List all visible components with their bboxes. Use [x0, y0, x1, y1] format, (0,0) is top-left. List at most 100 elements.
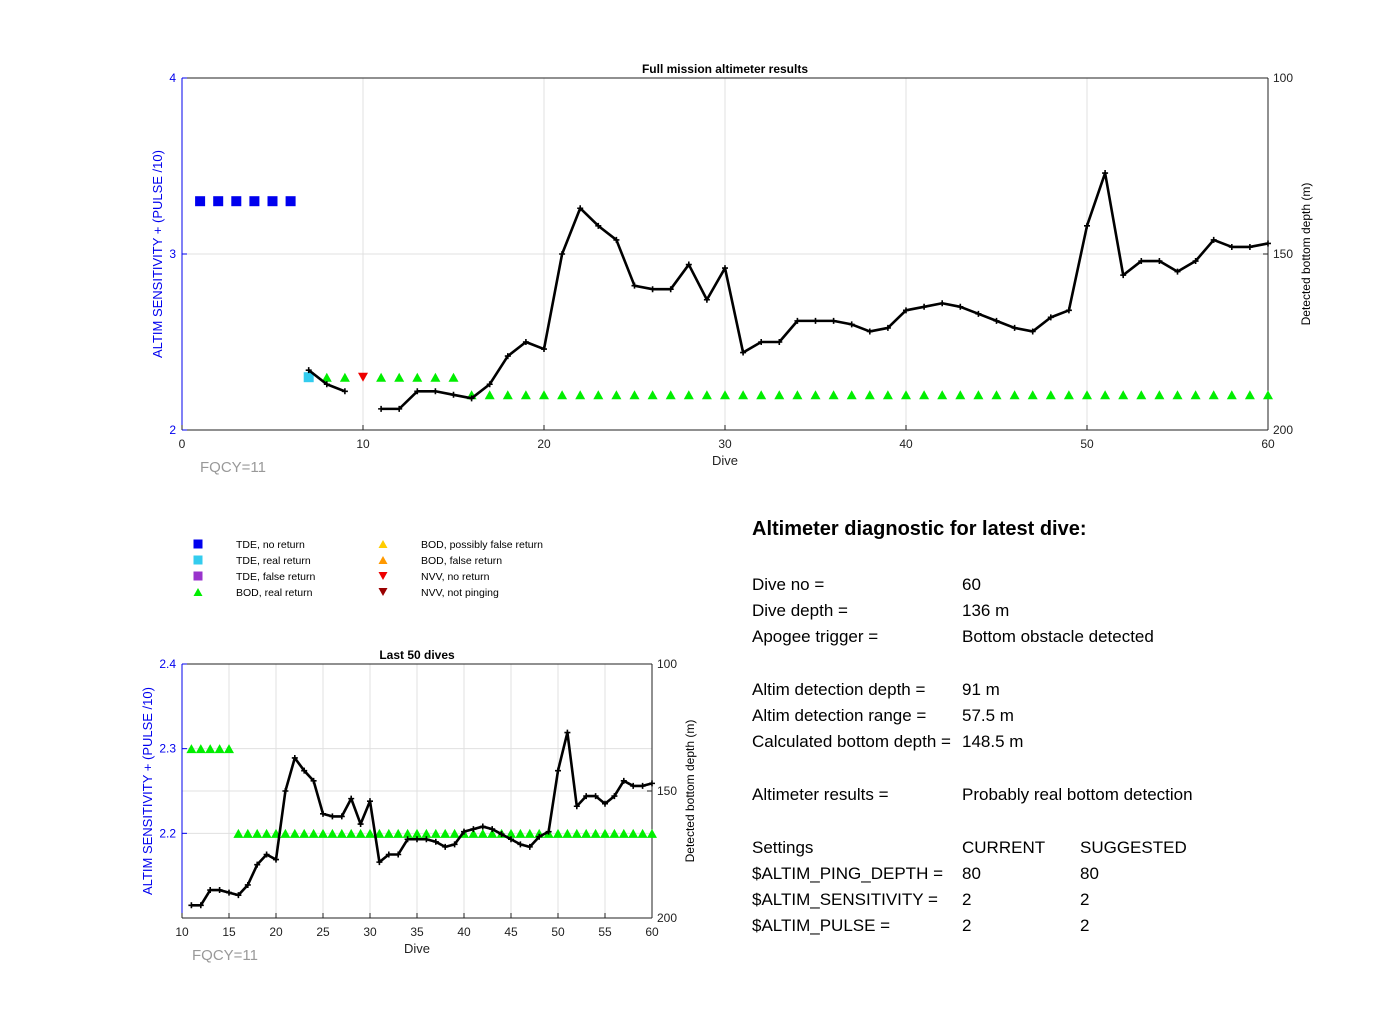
setting-suggested: 80	[1080, 864, 1099, 883]
triangle-up-marker	[562, 828, 573, 838]
x-tick-label: 50	[551, 925, 565, 939]
y-right-tick-label: 150	[1273, 247, 1293, 261]
triangle-up-marker	[502, 390, 513, 400]
square-marker	[249, 196, 260, 207]
legend-label: BOD, false return	[421, 555, 502, 567]
y-right-tick-label: 100	[657, 657, 677, 671]
triangle-up-marker	[1063, 390, 1074, 400]
plus-marker	[376, 859, 383, 866]
legend-label: TDE, false return	[236, 571, 316, 583]
triangle-up-marker	[738, 390, 749, 400]
plus-marker	[848, 321, 855, 328]
y-left-tick-label: 2.4	[159, 657, 176, 671]
triangle-up-marker	[421, 828, 432, 838]
square-marker	[193, 571, 203, 581]
triangle-up-marker	[261, 828, 272, 838]
triangle-up-marker	[600, 828, 610, 838]
triangle-down-marker	[378, 571, 388, 581]
square-marker	[193, 555, 203, 565]
triangle-up-marker	[524, 828, 535, 838]
series-bod-real-return	[321, 372, 1273, 400]
detection-depth-label: Altim detection depth =	[752, 680, 926, 699]
plus-marker	[740, 349, 747, 356]
plus-marker	[592, 793, 599, 800]
y-right-tick-label: 100	[1273, 71, 1293, 85]
legend-label: TDE, no return	[236, 539, 305, 551]
plus-marker	[323, 381, 330, 388]
y-left-tick-label: 3	[169, 247, 176, 261]
plus-marker	[975, 310, 982, 317]
plus-marker	[188, 902, 195, 909]
dive-depth-label: Dive depth =	[752, 601, 848, 620]
y-left-tick-label: 2.2	[159, 826, 176, 840]
plus-marker	[329, 813, 336, 820]
triangle-up-marker	[224, 744, 234, 754]
triangle-up-marker	[575, 390, 586, 400]
plus-marker	[378, 405, 385, 412]
triangle-up-marker	[1082, 390, 1092, 400]
plus-marker	[508, 836, 514, 843]
plus-marker	[367, 798, 373, 805]
plus-marker	[348, 795, 355, 802]
x-axis-label: Dive	[404, 941, 430, 956]
triangle-up-marker	[205, 744, 216, 754]
plus-marker	[649, 780, 655, 787]
triangle-up-marker	[553, 828, 563, 838]
triangle-up-marker	[430, 828, 441, 838]
plus-marker	[667, 286, 674, 293]
x-tick-label: 0	[179, 437, 186, 451]
triangle-up-marker	[365, 828, 375, 838]
triangle-up-marker	[374, 828, 385, 838]
plus-marker	[235, 892, 242, 899]
plus-marker	[602, 800, 608, 807]
plus-marker	[504, 353, 511, 360]
plus-marker	[1265, 240, 1271, 247]
triangle-up-marker	[339, 372, 350, 382]
triangle-up-marker	[846, 390, 857, 400]
x-tick-label: 40	[899, 437, 913, 451]
triangle-up-marker	[214, 744, 225, 754]
triangle-up-marker	[810, 390, 821, 400]
plus-marker	[486, 381, 493, 388]
series-nvv-no-return	[358, 372, 368, 382]
plus-marker	[776, 339, 783, 345]
y-left-axis-label: ALTIM SENSITIVITY + (PULSE /10)	[150, 150, 165, 358]
triangle-up-marker	[402, 828, 413, 838]
triangle-up-marker	[628, 828, 639, 838]
chart-title: Full mission altimeter results	[642, 62, 808, 76]
plus-marker	[216, 887, 223, 894]
triangle-up-marker	[937, 390, 948, 400]
square-marker	[213, 196, 224, 207]
legend-label: BOD, possibly false return	[421, 539, 543, 551]
y-right-axis-label: Detected bottom depth (m)	[1299, 183, 1313, 326]
triangle-up-marker	[280, 828, 291, 838]
y-left-tick-label: 4	[169, 71, 176, 85]
plus-marker	[620, 777, 627, 784]
triangle-up-marker	[539, 390, 549, 400]
triangle-up-marker	[919, 390, 930, 400]
plus-marker	[722, 265, 728, 272]
altimeter-diagnostic-panel: Altimeter diagnostic for latest dive: Di…	[752, 518, 1372, 935]
plus-marker	[432, 838, 439, 845]
x-tick-label: 55	[598, 925, 612, 939]
triangle-up-marker	[252, 828, 263, 838]
plus-marker	[263, 851, 270, 858]
plus-marker	[577, 205, 584, 212]
series-tde-no-return	[195, 196, 296, 207]
plus-marker	[903, 307, 909, 314]
plus-marker	[310, 777, 317, 784]
plus-marker	[498, 831, 505, 838]
plus-marker	[470, 826, 477, 833]
plus-marker	[884, 324, 891, 331]
triangle-up-marker	[327, 828, 338, 838]
legend-item: TDE, no return	[193, 539, 305, 551]
series-detected-bottom-depth	[188, 729, 655, 909]
triangle-up-marker	[1263, 390, 1273, 400]
triangle-up-marker	[1208, 390, 1219, 400]
triangle-up-marker	[973, 390, 984, 400]
settings-label: Settings	[752, 838, 814, 857]
apogee-label: Apogee trigger =	[752, 627, 879, 646]
x-tick-label: 10	[175, 925, 189, 939]
plus-marker	[305, 367, 312, 374]
